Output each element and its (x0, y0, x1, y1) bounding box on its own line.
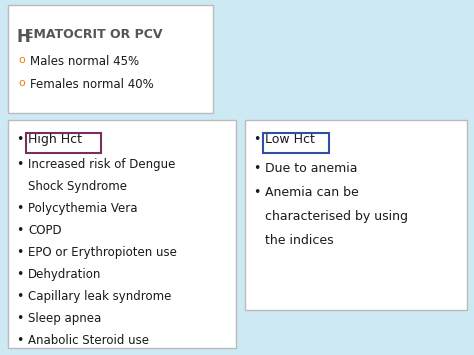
Text: Anabolic Steroid use: Anabolic Steroid use (28, 334, 149, 347)
Bar (245, 120, 467, 310)
Text: Increased risk of Dengue: Increased risk of Dengue (28, 158, 175, 171)
Text: •: • (16, 202, 23, 215)
Bar (26, 133, 101, 153)
Text: Shock Syndrome: Shock Syndrome (28, 180, 127, 193)
Text: High Hct: High Hct (28, 133, 82, 146)
Text: •: • (16, 224, 23, 237)
Text: •: • (16, 246, 23, 259)
Text: EMATOCRIT OR PCV: EMATOCRIT OR PCV (25, 28, 163, 41)
Text: characterised by using: characterised by using (265, 210, 408, 223)
Text: •: • (253, 133, 260, 146)
Text: Polycythemia Vera: Polycythemia Vera (28, 202, 137, 215)
Text: Low Hct: Low Hct (265, 133, 315, 146)
Text: COPD: COPD (28, 224, 62, 237)
Text: •: • (16, 290, 23, 303)
Text: •: • (16, 158, 23, 171)
Bar (8, 5, 213, 113)
Text: EPO or Erythropioten use: EPO or Erythropioten use (28, 246, 177, 259)
Text: the indices: the indices (265, 234, 334, 247)
Text: •: • (253, 162, 260, 175)
Text: Sleep apnea: Sleep apnea (28, 312, 101, 325)
Bar (8, 120, 236, 348)
Text: •: • (16, 312, 23, 325)
Text: o: o (18, 78, 25, 88)
Text: •: • (16, 334, 23, 347)
Text: •: • (16, 268, 23, 281)
Text: Dehydration: Dehydration (28, 268, 101, 281)
Text: o: o (18, 55, 25, 65)
Text: •: • (253, 186, 260, 199)
Text: Females normal 40%: Females normal 40% (30, 78, 154, 91)
Text: H: H (16, 28, 30, 46)
Text: Due to anemia: Due to anemia (265, 162, 357, 175)
Text: •: • (16, 133, 23, 146)
Text: Capillary leak syndrome: Capillary leak syndrome (28, 290, 172, 303)
Text: Males normal 45%: Males normal 45% (30, 55, 139, 68)
Text: Anemia can be: Anemia can be (265, 186, 359, 199)
Bar (263, 133, 329, 153)
